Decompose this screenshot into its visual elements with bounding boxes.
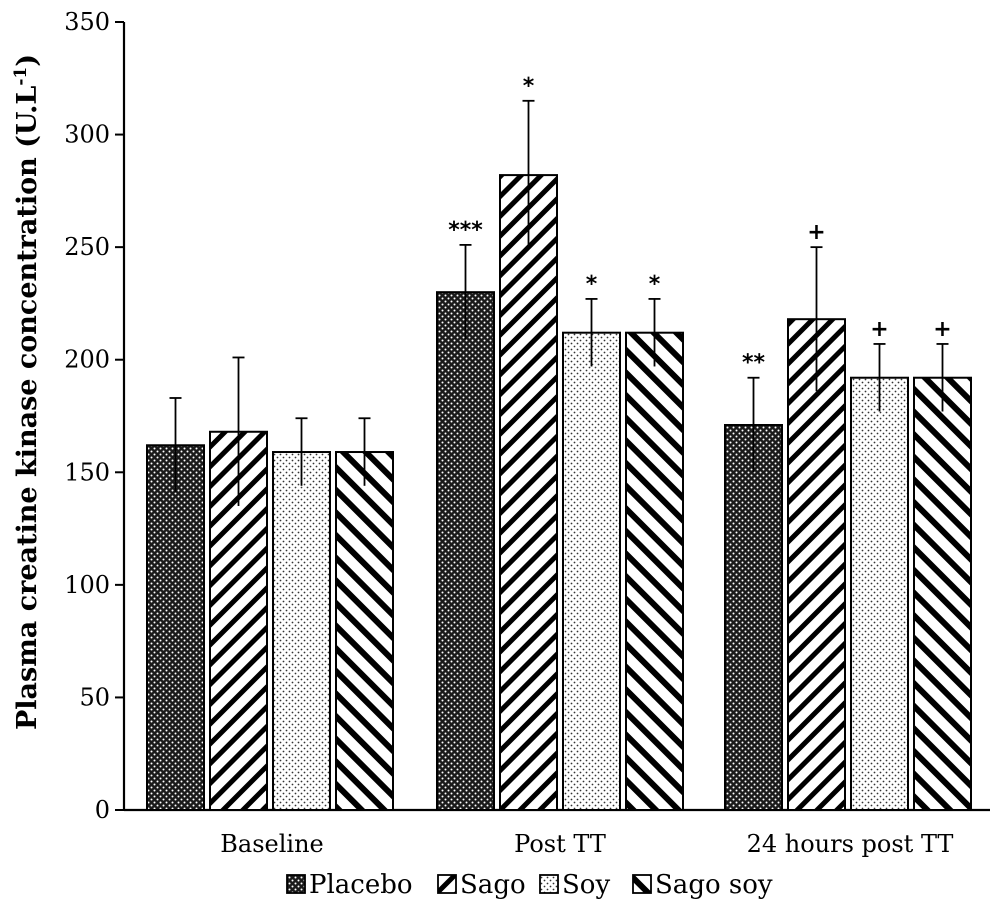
error-bars-group xyxy=(169,99,949,507)
x-axis: Baseline Post TT 24 hours post TT xyxy=(124,808,990,858)
significance-marker: + xyxy=(807,220,825,245)
x-category-label: Post TT xyxy=(514,830,606,858)
y-axis: 0 50 100 150 200 250 300 350 xyxy=(64,8,126,824)
significance-marker: * xyxy=(586,272,598,297)
significance-marker: + xyxy=(933,317,951,342)
bar-soy xyxy=(562,331,621,811)
legend-swatch-sago xyxy=(437,874,457,894)
significance-marker: * xyxy=(649,272,661,297)
significance-marker: ** xyxy=(742,351,766,376)
annotations-group: ***** ***++ + xyxy=(448,74,951,376)
y-tick-label: 100 xyxy=(64,571,110,599)
legend: Placebo Sago Soy Sago soy xyxy=(286,870,773,900)
x-category-label: Baseline xyxy=(220,830,323,858)
legend-label: Placebo xyxy=(309,870,413,900)
bar-sago-soy xyxy=(913,376,972,811)
y-tick-label: 0 xyxy=(95,796,110,824)
significance-marker: * xyxy=(523,74,535,99)
y-tick-label: 300 xyxy=(64,121,110,149)
y-axis-title: Plasma creatine kinase concentration (U.… xyxy=(11,54,43,730)
y-tick-label: 250 xyxy=(64,233,110,261)
bar-sago xyxy=(499,174,558,811)
bar-sago-soy xyxy=(625,331,684,811)
bar-sago-soy xyxy=(335,451,394,811)
legend-swatch-soy xyxy=(539,874,559,894)
x-category-label: 24 hours post TT xyxy=(747,830,954,858)
y-tick-label: 50 xyxy=(79,683,110,711)
bar-placebo xyxy=(146,444,205,811)
bar-sago xyxy=(787,318,846,811)
legend-label: Sago xyxy=(460,870,526,900)
bar-placebo xyxy=(724,424,783,811)
y-tick-label: 150 xyxy=(64,458,110,486)
bar-soy xyxy=(272,451,331,811)
y-tick-label: 200 xyxy=(64,346,110,374)
bar-placebo xyxy=(436,291,495,811)
y-tick-label: 350 xyxy=(64,8,110,36)
bars-group xyxy=(146,174,972,811)
significance-marker: *** xyxy=(448,218,483,243)
legend-label: Sago soy xyxy=(655,870,773,900)
significance-marker: + xyxy=(870,317,888,342)
legend-swatch-sago-soy xyxy=(632,874,652,894)
legend-label: Soy xyxy=(562,870,610,900)
bar-soy xyxy=(850,376,909,811)
legend-swatch-placebo xyxy=(286,874,306,894)
